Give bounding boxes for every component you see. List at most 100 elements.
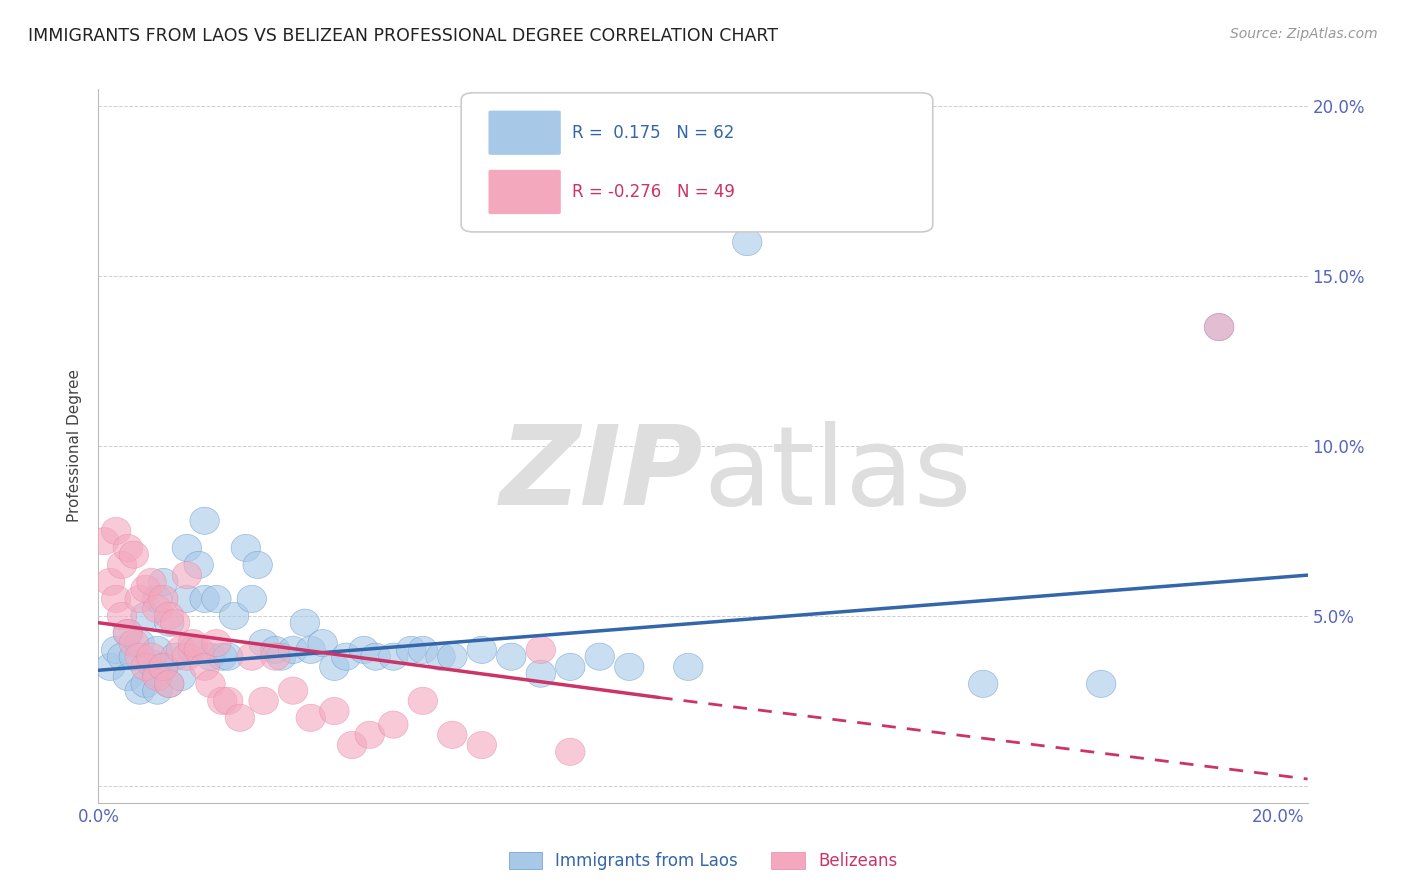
Ellipse shape <box>308 630 337 657</box>
Ellipse shape <box>332 643 361 670</box>
Ellipse shape <box>1205 313 1234 341</box>
Ellipse shape <box>555 653 585 681</box>
Text: atlas: atlas <box>703 421 972 528</box>
Ellipse shape <box>112 619 142 647</box>
Ellipse shape <box>378 643 408 670</box>
Ellipse shape <box>437 722 467 748</box>
Ellipse shape <box>125 677 155 705</box>
Ellipse shape <box>155 602 184 630</box>
Ellipse shape <box>290 609 319 636</box>
Ellipse shape <box>112 534 142 562</box>
Ellipse shape <box>136 650 166 677</box>
Ellipse shape <box>120 541 149 568</box>
Ellipse shape <box>184 551 214 579</box>
Ellipse shape <box>125 585 155 613</box>
Ellipse shape <box>526 636 555 664</box>
Ellipse shape <box>426 643 456 670</box>
Ellipse shape <box>1087 670 1116 698</box>
Ellipse shape <box>131 670 160 698</box>
Ellipse shape <box>131 602 160 630</box>
Ellipse shape <box>112 664 142 690</box>
Ellipse shape <box>136 568 166 596</box>
Ellipse shape <box>249 687 278 714</box>
Ellipse shape <box>160 643 190 670</box>
Ellipse shape <box>142 677 172 705</box>
Ellipse shape <box>231 534 260 562</box>
Text: Source: ZipAtlas.com: Source: ZipAtlas.com <box>1230 27 1378 41</box>
Text: R =  0.175   N = 62: R = 0.175 N = 62 <box>572 124 735 142</box>
Ellipse shape <box>172 585 201 613</box>
Ellipse shape <box>585 643 614 670</box>
Ellipse shape <box>131 575 160 602</box>
Ellipse shape <box>107 643 136 670</box>
Ellipse shape <box>319 698 349 724</box>
Ellipse shape <box>278 677 308 705</box>
Ellipse shape <box>467 636 496 664</box>
FancyBboxPatch shape <box>488 169 561 215</box>
Ellipse shape <box>101 636 131 664</box>
Ellipse shape <box>208 643 238 670</box>
Ellipse shape <box>249 630 278 657</box>
Ellipse shape <box>297 636 326 664</box>
Ellipse shape <box>201 630 231 657</box>
Ellipse shape <box>190 653 219 681</box>
Ellipse shape <box>166 664 195 690</box>
Ellipse shape <box>190 585 219 613</box>
Ellipse shape <box>160 609 190 636</box>
Ellipse shape <box>214 643 243 670</box>
Ellipse shape <box>219 602 249 630</box>
Ellipse shape <box>408 636 437 664</box>
Ellipse shape <box>107 602 136 630</box>
Ellipse shape <box>238 643 267 670</box>
Ellipse shape <box>136 643 166 670</box>
Ellipse shape <box>319 653 349 681</box>
Ellipse shape <box>378 711 408 739</box>
Ellipse shape <box>969 670 998 698</box>
Ellipse shape <box>208 687 238 714</box>
Ellipse shape <box>408 687 437 714</box>
Ellipse shape <box>555 739 585 765</box>
FancyBboxPatch shape <box>461 93 932 232</box>
Ellipse shape <box>267 643 297 670</box>
Ellipse shape <box>184 636 214 664</box>
Ellipse shape <box>142 596 172 623</box>
Ellipse shape <box>354 722 384 748</box>
Ellipse shape <box>361 643 391 670</box>
Ellipse shape <box>101 517 131 544</box>
Ellipse shape <box>201 585 231 613</box>
Ellipse shape <box>172 643 201 670</box>
Ellipse shape <box>166 636 195 664</box>
Text: R = -0.276   N = 49: R = -0.276 N = 49 <box>572 183 735 201</box>
Y-axis label: Professional Degree: Professional Degree <box>67 369 83 523</box>
Ellipse shape <box>260 636 290 664</box>
Ellipse shape <box>142 664 172 690</box>
Ellipse shape <box>90 527 120 555</box>
Ellipse shape <box>526 660 555 687</box>
Ellipse shape <box>155 670 184 698</box>
Ellipse shape <box>112 619 142 647</box>
Ellipse shape <box>349 636 378 664</box>
Ellipse shape <box>149 653 179 681</box>
Ellipse shape <box>96 568 125 596</box>
Ellipse shape <box>396 636 426 664</box>
Ellipse shape <box>437 643 467 670</box>
Ellipse shape <box>337 731 367 758</box>
Ellipse shape <box>225 705 254 731</box>
Ellipse shape <box>278 636 308 664</box>
Ellipse shape <box>142 660 172 687</box>
Ellipse shape <box>149 585 179 613</box>
Ellipse shape <box>125 643 155 670</box>
Ellipse shape <box>1205 313 1234 341</box>
Ellipse shape <box>172 562 201 589</box>
Ellipse shape <box>120 630 149 657</box>
Ellipse shape <box>142 585 172 613</box>
Ellipse shape <box>101 585 131 613</box>
Ellipse shape <box>673 653 703 681</box>
Ellipse shape <box>195 643 225 670</box>
Ellipse shape <box>195 670 225 698</box>
Ellipse shape <box>107 551 136 579</box>
Ellipse shape <box>149 653 179 681</box>
Ellipse shape <box>260 643 290 670</box>
Ellipse shape <box>155 670 184 698</box>
Ellipse shape <box>243 551 273 579</box>
